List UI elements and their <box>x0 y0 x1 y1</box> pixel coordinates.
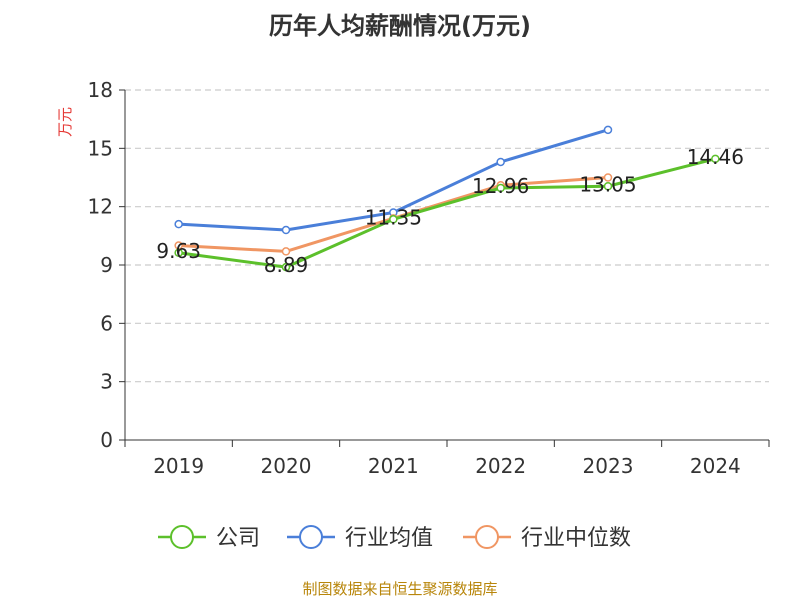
x-tick-label: 2021 <box>368 454 419 478</box>
y-tick-label: 15 <box>88 136 113 160</box>
data-label: 9.63 <box>156 239 201 263</box>
data-point <box>603 173 613 182</box>
data-point <box>174 248 183 257</box>
data-point <box>174 219 183 229</box>
data-point <box>496 183 505 193</box>
legend-label: 行业均值 <box>345 526 433 551</box>
y-tick-label: 12 <box>88 195 113 219</box>
data-point <box>711 154 720 164</box>
legend-label: 行业中位数 <box>521 526 631 551</box>
axes: 0 3 6 9 12 15 18 2019 2020 2021 2022 2023 2024 <box>88 78 770 478</box>
x-tick-label: 2022 <box>475 454 526 478</box>
data-point <box>496 157 505 167</box>
source-note: 制图数据来自恒生聚源数据库 <box>302 580 498 598</box>
series-lines <box>174 125 720 272</box>
y-tick-label: 3 <box>100 370 113 394</box>
x-tick-label: 2020 <box>261 454 312 478</box>
y-tick-label: 6 <box>100 311 113 335</box>
chart-title: 历年人均薪酬情况(万元) <box>269 12 531 40</box>
x-tick-label: 2019 <box>153 454 204 478</box>
x-tick-label: 2024 <box>690 454 741 478</box>
y-tick-label: 9 <box>100 253 113 277</box>
x-tick-label: 2023 <box>583 454 634 478</box>
legend-marker <box>170 525 194 549</box>
grid-lines <box>125 89 769 383</box>
data-label: 11.35 <box>365 205 422 229</box>
data-label: 8.89 <box>264 253 309 277</box>
legend-marker <box>475 525 499 549</box>
y-tick-label: 0 <box>100 428 113 452</box>
legend-label: 公司 <box>216 526 260 551</box>
data-point <box>281 262 291 272</box>
data-labels: 9.63 8.89 11.35 12.96 13.05 14.46 <box>156 145 744 277</box>
legend-marker <box>299 525 323 549</box>
data-point <box>389 215 398 224</box>
y-axis-label: 万元 <box>56 107 74 137</box>
data-point <box>603 125 613 135</box>
data-label: 14.46 <box>687 145 744 169</box>
y-tick-label: 18 <box>88 78 113 102</box>
data-label: 12.96 <box>472 174 529 198</box>
data-point <box>281 225 291 235</box>
data-label: 13.05 <box>579 172 636 196</box>
series-line-0 <box>177 157 717 269</box>
legend: 公司 行业均值 行业中位数 <box>158 525 631 551</box>
data-point <box>603 182 613 191</box>
data-point <box>281 247 291 256</box>
